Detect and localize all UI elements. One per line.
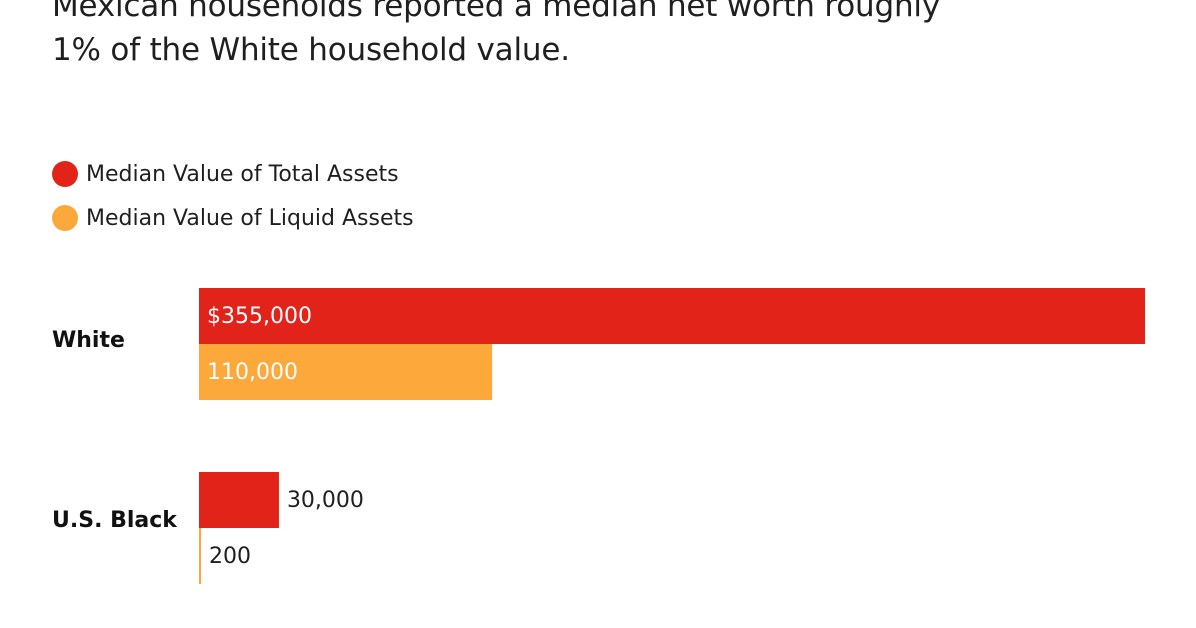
category-label: U.S. Black xyxy=(52,508,178,533)
category-label: White xyxy=(52,328,125,353)
bar-value-label: 200 xyxy=(209,544,251,569)
bar-total-assets xyxy=(199,472,279,528)
bar-total-assets xyxy=(199,288,1145,344)
legend-label-liquid-assets: Median Value of Liquid Assets xyxy=(86,205,414,231)
bar-liquid-assets xyxy=(199,344,493,400)
legend-item-total-assets: Median Value of Total Assets xyxy=(52,159,399,189)
subtitle-line-2: 1% of the White household value. xyxy=(52,32,570,68)
legend-item-liquid-assets: Median Value of Liquid Assets xyxy=(52,203,414,233)
bar-value-label: 30,000 xyxy=(287,488,364,513)
bar-value-label: $355,000 xyxy=(207,304,312,329)
legend-swatch-liquid-assets xyxy=(52,205,78,231)
subtitle-line-1: Mexican households reported a median net… xyxy=(52,0,940,24)
legend-label-total-assets: Median Value of Total Assets xyxy=(86,161,399,187)
bar-liquid-assets xyxy=(199,528,201,584)
chart-subtitle: Mexican households reported a median net… xyxy=(52,0,1152,80)
bar-value-label: 110,000 xyxy=(207,360,298,385)
legend-swatch-total-assets xyxy=(52,161,78,187)
